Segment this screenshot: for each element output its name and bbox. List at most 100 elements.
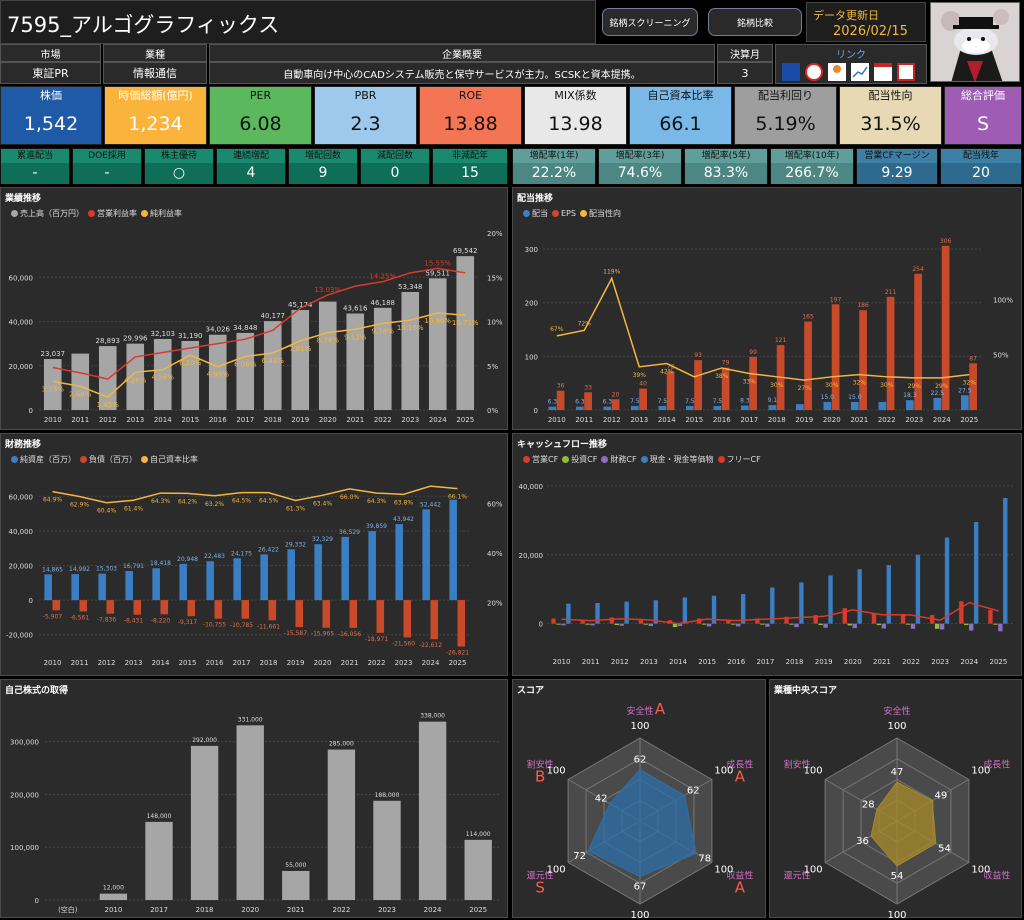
investing-cf-bar [731,623,736,625]
net-assets-bar [341,536,349,601]
overview-value: 自動車向け中心のCADシステム販売と保守サービスが主力。SCSKと資本提携。 [209,62,715,84]
x-tick-label: 2017 [757,658,775,666]
x-tick-label: 2018 [260,659,278,667]
liabilities-bar [349,600,358,628]
kpi-value: 2.3 [350,113,381,135]
x-tick-label: 2015 [698,658,716,666]
stat-label: 累進配当 [16,151,53,161]
dividend-bar [658,405,667,410]
net-margin-label: 9.12% [344,333,367,341]
stat-label: DOE採用 [88,151,126,161]
stat-value: 20 [941,163,1021,184]
x-tick-label: 2024 [422,659,440,667]
sales-label: 40,177 [261,312,286,320]
kpi-label: 配当性向 [868,89,913,102]
score-radar-panel: スコア 安全性10062A成長性10062A収益性10078A効率性10067A… [512,679,766,919]
dividend-label: 7.5 [713,398,723,405]
overview-label: 企業概要 [209,44,715,62]
person-link-icon[interactable] [828,63,846,81]
kabushiki-link-icon[interactable] [874,63,892,81]
kpi-value: 13.98 [548,113,603,135]
dividend-legend: 配当 EPS 配当性向 [519,208,621,219]
dividend-label: 27.5 [958,387,972,394]
cash-bar [1003,497,1008,624]
financial-chart: -20,000 0 20,000 40,000 60,000 20% 40% 60% 14,86… [6,485,503,667]
chart-link-icon[interactable] [851,63,869,81]
y-tick-label: 0 [35,897,39,905]
liabilities-bar [160,600,169,615]
y-tick-label: 40,000 [9,528,34,536]
x-tick-label: 2012 [98,659,116,667]
net-assets-label: 24,175 [231,550,252,557]
stat-value: 74.6% [599,163,681,184]
screening-button[interactable]: 銘柄スクリーニング [602,8,698,36]
eps-bar [914,273,922,410]
legend-sales: 売上高（百万円） [20,209,84,218]
radar-max-label: 100 [971,766,990,777]
compare-button[interactable]: 銘柄比較 [708,8,802,36]
radar-axis-label: 安全性 [883,705,910,717]
net-margin-line [52,312,466,399]
x-tick-label: (空白) [58,905,78,914]
buyback-label: 188,000 [375,792,400,799]
dividend-bar [631,405,639,410]
cashflow-chart: 0 20,000 40,000 2010 2011 2012 2013 2014 2015 201… [519,483,1013,666]
financing-cf-bar [561,623,566,626]
liabilities-label: -5,907 [43,613,63,620]
radar-value-label: 54 [891,871,904,882]
legend-op-margin: 営業利益率 [97,209,137,218]
ir-bank-link-icon[interactable] [782,63,800,81]
buyback-label: 12,000 [103,885,124,892]
dividend-bar [906,400,914,410]
x-tick-label: 2023 [401,416,419,424]
net-margin-label: 7.81% [289,345,312,353]
net-assets-label: 26,422 [258,546,279,553]
eps-bar [804,321,812,410]
equity-ratio-label: 64.2% [178,498,197,505]
dividend-chart-title: 配当推移 [517,194,554,204]
net-assets-bar [449,499,457,601]
x-tick-label: 2025 [449,659,467,667]
operating-cf-bar [609,617,614,624]
operating-cf-bar [959,601,964,624]
x-tick-label: 2016 [727,658,745,666]
sales-label: 31,190 [178,332,203,340]
stat-label: 増配率(10年) [784,151,840,161]
dividend-bar [741,405,749,410]
equity-ratio-label: 66.0% [340,494,359,501]
x-tick-label: 2019 [795,416,813,424]
net-assets-label: 18,418 [150,560,171,567]
radar-axis-label: 割安性 [784,759,811,771]
equity-ratio-label: 61.3% [286,506,305,513]
net-assets-bar [179,563,187,601]
y2-tick-label: 20% [487,600,503,608]
liabilities-bar [106,600,115,614]
payout-label: 29% [908,383,922,390]
x-tick-label: 2023 [378,906,396,914]
equity-ratio-label: 64.3% [151,498,170,505]
net-assets-bar [314,544,322,601]
radar-axis-label: 還元性 [784,870,811,882]
yutai-link-icon[interactable] [897,63,915,81]
performance-chart: 0 20,000 40,000 60,000 0% 5% 10% 15% 20% 23,037 28… [9,230,503,424]
kpi-tile: MIX係数 13.98 [524,86,627,145]
buyback-label: 114,000 [466,831,491,838]
stat-tile: DOE採用 - [72,148,142,184]
stat-value: - [73,163,141,184]
y2-tick-label: 20% [487,230,503,238]
eps-bar [721,367,730,410]
equity-ratio-label: 66.1% [448,494,467,501]
liabilities-label: -8,431 [124,618,144,625]
x-tick-label: 2022 [902,658,920,666]
y-tick-label: 0 [539,621,543,629]
industry-score-radar: 安全性10047成長性10049収益性10054効率性10054還元性10036… [784,705,1011,919]
kpi-tile: ROE 13.88 [419,86,522,145]
y-tick-label: 60,000 [9,274,34,282]
buyback-bar [327,749,356,900]
x-tick-label: 2025 [469,906,487,914]
stat-label: 非減配年 [451,151,488,161]
sales-bar [181,340,200,410]
kabutan-link-icon[interactable] [805,63,823,81]
net-margin-label: 6.43% [262,357,285,365]
eps-label: 121 [775,337,787,344]
